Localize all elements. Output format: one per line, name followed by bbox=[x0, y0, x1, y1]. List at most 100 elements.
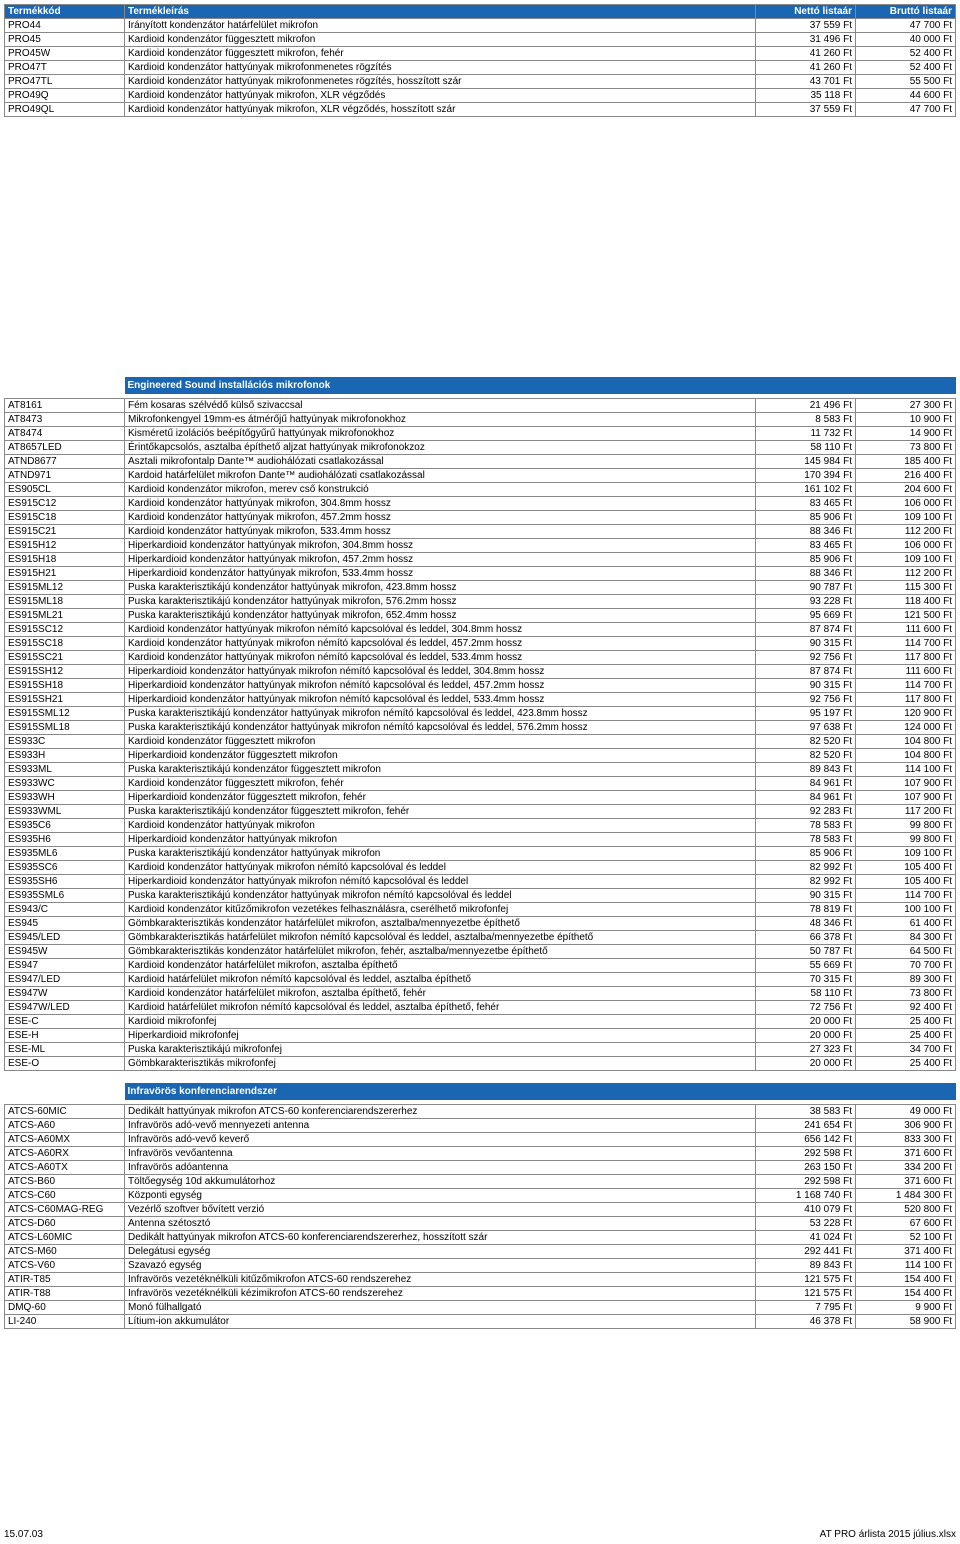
cell-gross: 105 400 Ft bbox=[856, 861, 956, 875]
table-row: ES915SH12Hiperkardioid kondenzátor hatty… bbox=[5, 665, 956, 679]
cell-net: 78 583 Ft bbox=[756, 833, 856, 847]
cell-desc: Kardioid kondenzátor függesztett mikrofo… bbox=[125, 777, 756, 791]
cell-code: ES933C bbox=[5, 735, 125, 749]
cell-net: 53 228 Ft bbox=[756, 1217, 856, 1231]
cell-net: 46 378 Ft bbox=[756, 1315, 856, 1329]
cell-code: ES915C18 bbox=[5, 511, 125, 525]
table-row: PRO45Kardioid kondenzátor függesztett mi… bbox=[5, 33, 956, 47]
cell-gross: 109 100 Ft bbox=[856, 553, 956, 567]
table-row: ES915SH21Hiperkardioid kondenzátor hatty… bbox=[5, 693, 956, 707]
cell-gross: 106 000 Ft bbox=[856, 539, 956, 553]
cell-gross: 118 400 Ft bbox=[856, 595, 956, 609]
cell-net: 55 669 Ft bbox=[756, 959, 856, 973]
table-row: ES915C18Kardioid kondenzátor hattyúnyak … bbox=[5, 511, 956, 525]
cell-net: 89 843 Ft bbox=[756, 763, 856, 777]
table-row: PRO49QKardioid kondenzátor hattyúnyak mi… bbox=[5, 89, 956, 103]
cell-gross: 52 100 Ft bbox=[856, 1231, 956, 1245]
cell-code: ES915SH21 bbox=[5, 693, 125, 707]
cell-code: ATCS-60MIC bbox=[5, 1105, 125, 1119]
cell-code: ES915ML12 bbox=[5, 581, 125, 595]
cell-gross: 120 900 Ft bbox=[856, 707, 956, 721]
cell-net: 41 260 Ft bbox=[756, 47, 856, 61]
cell-net: 70 315 Ft bbox=[756, 973, 856, 987]
cell-desc: Kardioid határfelület mikrofon némító ka… bbox=[125, 973, 756, 987]
cell-gross: 112 200 Ft bbox=[856, 525, 956, 539]
cell-gross: 25 400 Ft bbox=[856, 1057, 956, 1071]
cell-gross: 100 100 Ft bbox=[856, 903, 956, 917]
table-row: ES947WKardioid kondenzátor határfelület … bbox=[5, 987, 956, 1001]
cell-desc: Infravörös vevőantenna bbox=[125, 1147, 756, 1161]
cell-net: 92 283 Ft bbox=[756, 805, 856, 819]
cell-gross: 84 300 Ft bbox=[856, 931, 956, 945]
cell-desc: Infravörös vezetéknélküli kitűzőmikrofon… bbox=[125, 1273, 756, 1287]
footer-filename: AT PRO árlista 2015 július.xlsx bbox=[820, 1529, 956, 1540]
cell-code: ES945 bbox=[5, 917, 125, 931]
cell-desc: Gömbkarakterisztikás kondenzátor határfe… bbox=[125, 917, 756, 931]
table-row: ATND971Kardoid határfelület mikrofon Dan… bbox=[5, 469, 956, 483]
cell-net: 41 260 Ft bbox=[756, 61, 856, 75]
table-row: ATCS-C60Központi egység1 168 740 Ft1 484… bbox=[5, 1189, 956, 1203]
cell-net: 85 906 Ft bbox=[756, 847, 856, 861]
cell-desc: Gömbkarakterisztikás mikrofonfej bbox=[125, 1057, 756, 1071]
cell-net: 161 102 Ft bbox=[756, 483, 856, 497]
cell-code: PRO45 bbox=[5, 33, 125, 47]
cell-gross: 111 600 Ft bbox=[856, 665, 956, 679]
cell-code: ES943/C bbox=[5, 903, 125, 917]
cell-gross: 334 200 Ft bbox=[856, 1161, 956, 1175]
cell-net: 170 394 Ft bbox=[756, 469, 856, 483]
cell-gross: 47 700 Ft bbox=[856, 19, 956, 33]
table-row: ES915SC12Kardioid kondenzátor hattyúnyak… bbox=[5, 623, 956, 637]
cell-code: ATCS-B60 bbox=[5, 1175, 125, 1189]
table-row: ESE-HHiperkardioid mikrofonfej20 000 Ft2… bbox=[5, 1029, 956, 1043]
cell-gross: 833 300 Ft bbox=[856, 1133, 956, 1147]
table-row: ESE-MLPuska karakterisztikájú mikrofonfe… bbox=[5, 1043, 956, 1057]
cell-desc: Kardioid határfelület mikrofon némító ka… bbox=[125, 1001, 756, 1015]
cell-code: ES933ML bbox=[5, 763, 125, 777]
cell-gross: 14 900 Ft bbox=[856, 427, 956, 441]
cell-gross: 114 700 Ft bbox=[856, 889, 956, 903]
table-row: ATCS-A60TXInfravörös adóantenna263 150 F… bbox=[5, 1161, 956, 1175]
table-row: ES915C12Kardioid kondenzátor hattyúnyak … bbox=[5, 497, 956, 511]
table-row: ATIR-T85Infravörös vezetéknélküli kitűző… bbox=[5, 1273, 956, 1287]
cell-desc: Kardioid kondenzátor kitűzőmikrofon veze… bbox=[125, 903, 756, 917]
cell-desc: Kardioid kondenzátor hattyúnyak mikrofon… bbox=[125, 861, 756, 875]
cell-code: ATIR-T88 bbox=[5, 1287, 125, 1301]
cell-code: ESE-ML bbox=[5, 1043, 125, 1057]
cell-gross: 114 100 Ft bbox=[856, 763, 956, 777]
table-row: ES945Gömbkarakterisztikás kondenzátor ha… bbox=[5, 917, 956, 931]
cell-desc: Kardioid mikrofonfej bbox=[125, 1015, 756, 1029]
header-code: Termékkód bbox=[5, 5, 125, 19]
cell-desc: Puska karakterisztikájú kondenzátor hatt… bbox=[125, 707, 756, 721]
cell-code: ES933H bbox=[5, 749, 125, 763]
cell-gross: 27 300 Ft bbox=[856, 399, 956, 413]
table-row: ESE-CKardioid mikrofonfej20 000 Ft25 400… bbox=[5, 1015, 956, 1029]
table-header: Termékkód Termékleírás Nettó listaár Bru… bbox=[5, 5, 956, 19]
cell-desc: Érintőkapcsolós, asztalba építhető aljza… bbox=[125, 441, 756, 455]
cell-net: 95 197 Ft bbox=[756, 707, 856, 721]
cell-code: PRO44 bbox=[5, 19, 125, 33]
cell-gross: 114 700 Ft bbox=[856, 637, 956, 651]
cell-gross: 109 100 Ft bbox=[856, 511, 956, 525]
table-row: ES935C6Kardioid kondenzátor hattyúnyak m… bbox=[5, 819, 956, 833]
cell-desc: Lítium-ion akkumulátor bbox=[125, 1315, 756, 1329]
cell-net: 92 756 Ft bbox=[756, 651, 856, 665]
cell-code: ES933WH bbox=[5, 791, 125, 805]
cell-desc: Puska karakterisztikájú kondenzátor függ… bbox=[125, 763, 756, 777]
cell-desc: Hiperkardioid kondenzátor hattyúnyak mik… bbox=[125, 567, 756, 581]
table-row: PRO44Irányított kondenzátor határfelület… bbox=[5, 19, 956, 33]
cell-desc: Hiperkardioid kondenzátor függesztett mi… bbox=[125, 749, 756, 763]
cell-desc: Kardoid határfelület mikrofon Dante™ aud… bbox=[125, 469, 756, 483]
page-footer: 15.07.03 AT PRO árlista 2015 július.xlsx bbox=[4, 1529, 956, 1540]
cell-gross: 47 700 Ft bbox=[856, 103, 956, 117]
cell-code: ES947/LED bbox=[5, 973, 125, 987]
cell-desc: Kardioid kondenzátor hattyúnyak mikrofon bbox=[125, 819, 756, 833]
cell-desc: Puska karakterisztikájú kondenzátor függ… bbox=[125, 805, 756, 819]
table-row: ATCS-A60RXInfravörös vevőantenna292 598 … bbox=[5, 1147, 956, 1161]
table-row: AT8474Kisméretű izolációs beépítőgyűrű h… bbox=[5, 427, 956, 441]
table-row: ES915SC21Kardioid kondenzátor hattyúnyak… bbox=[5, 651, 956, 665]
cell-net: 89 843 Ft bbox=[756, 1259, 856, 1273]
cell-gross: 73 800 Ft bbox=[856, 987, 956, 1001]
cell-gross: 109 100 Ft bbox=[856, 847, 956, 861]
cell-gross: 371 600 Ft bbox=[856, 1147, 956, 1161]
cell-gross: 185 400 Ft bbox=[856, 455, 956, 469]
